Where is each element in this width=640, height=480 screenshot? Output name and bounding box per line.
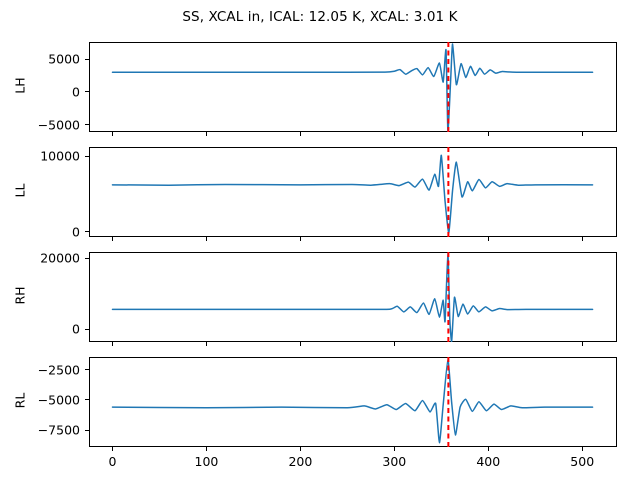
y-tick-mark <box>85 155 89 157</box>
x-tick-label: 500 <box>570 454 595 469</box>
subplot-ll <box>89 147 617 237</box>
x-tick-label: 0 <box>108 454 117 469</box>
y-tick-label: −7500 <box>37 422 80 438</box>
x-tick-mark <box>487 342 489 346</box>
plot-area <box>111 147 594 237</box>
x-tick-mark <box>111 132 114 136</box>
y-tick-mark <box>85 124 89 126</box>
data-line <box>111 358 594 444</box>
data-line <box>111 252 594 342</box>
axes-frame <box>89 42 617 132</box>
x-tick-mark <box>581 237 583 241</box>
y-tick-label: 0 <box>72 224 80 240</box>
x-tick-mark <box>299 342 301 346</box>
y-axis-label-ll: LL <box>12 183 28 198</box>
y-axis-label-rl: RL <box>12 392 28 409</box>
y-tick-mark <box>85 429 89 431</box>
y-tick-mark <box>85 369 89 371</box>
x-tick-label: 400 <box>476 454 501 469</box>
y-tick-label: 10000 <box>40 148 80 164</box>
data-line <box>111 43 594 132</box>
subplot-lh <box>89 42 617 132</box>
x-tick-mark <box>487 132 489 136</box>
y-tick-label: −5000 <box>37 117 80 133</box>
x-tick-mark <box>393 447 395 451</box>
plot-area <box>111 252 594 342</box>
x-tick-mark <box>205 342 207 346</box>
x-tick-label: 100 <box>194 454 219 469</box>
y-tick-label: 0 <box>72 84 80 100</box>
y-tick-mark <box>85 257 89 259</box>
y-tick-label: 20000 <box>40 250 80 266</box>
y-tick-mark <box>85 91 89 93</box>
x-tick-mark <box>581 342 583 346</box>
y-tick-mark <box>85 58 89 60</box>
x-tick-mark <box>581 132 583 136</box>
x-tick-label: 200 <box>288 454 313 469</box>
y-tick-mark <box>85 328 89 330</box>
y-tick-label: 5000 <box>48 51 80 67</box>
y-tick-label: −2500 <box>37 362 80 378</box>
x-tick-mark <box>205 237 207 241</box>
y-tick-label: 0 <box>72 321 80 337</box>
x-tick-mark <box>111 342 114 346</box>
axes-frame <box>89 147 617 237</box>
x-tick-mark <box>111 237 114 241</box>
x-tick-mark <box>581 447 583 451</box>
y-tick-mark <box>85 231 89 233</box>
x-tick-mark <box>487 237 489 241</box>
x-tick-mark <box>393 342 395 346</box>
y-axis-label-lh: LH <box>12 77 28 94</box>
x-tick-mark <box>487 447 489 451</box>
y-axis-label-rh: RH <box>12 286 28 305</box>
subplot-rh <box>89 252 617 342</box>
x-tick-mark <box>205 132 207 136</box>
x-tick-mark <box>393 132 395 136</box>
x-tick-mark <box>299 447 301 451</box>
data-line <box>111 154 594 234</box>
plot-area <box>111 357 594 447</box>
x-tick-label: 300 <box>382 454 407 469</box>
x-tick-mark <box>393 237 395 241</box>
x-tick-mark <box>299 237 301 241</box>
x-tick-mark <box>111 447 114 451</box>
page-title: SS, XCAL in, ICAL: 12.05 K, XCAL: 3.01 K <box>182 9 458 25</box>
x-tick-mark <box>205 447 207 451</box>
y-tick-label: −5000 <box>37 392 80 408</box>
plot-area <box>111 42 594 132</box>
y-tick-mark <box>85 399 89 401</box>
axes-frame <box>89 357 617 447</box>
x-tick-mark <box>299 132 301 136</box>
axes-frame <box>89 252 617 342</box>
subplot-rl <box>89 357 617 447</box>
